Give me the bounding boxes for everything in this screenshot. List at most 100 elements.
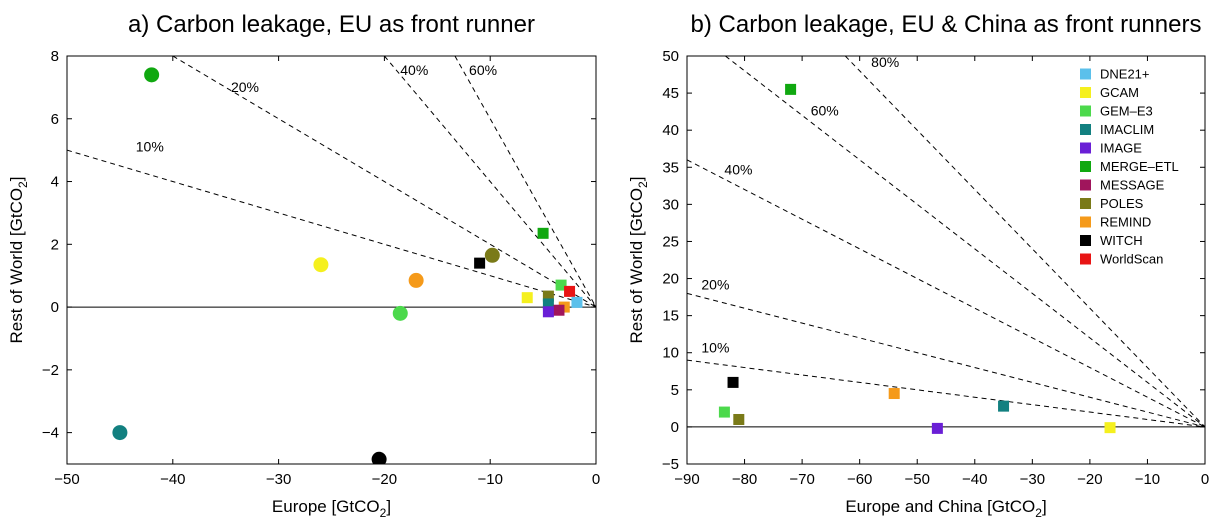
legend-swatch bbox=[1080, 216, 1091, 228]
y-axis-label-end: ] bbox=[627, 177, 646, 182]
leakage-line bbox=[687, 359, 1205, 428]
legend-swatch bbox=[1080, 105, 1091, 117]
y-tick-label: 45 bbox=[662, 85, 679, 102]
plot-frame bbox=[66, 55, 597, 465]
legend-entry-label: GEM–E3 bbox=[1100, 104, 1153, 119]
legend-entry-label: IMAGE bbox=[1100, 141, 1142, 156]
data-points bbox=[112, 67, 583, 464]
x-tick-label: −50 bbox=[54, 471, 79, 488]
data-point-circle bbox=[371, 451, 387, 464]
legend-entry-label: MERGE–ETL bbox=[1100, 159, 1179, 174]
x-tick-label: −50 bbox=[904, 471, 929, 488]
data-point-square bbox=[998, 400, 1010, 412]
leakage-line-label: 20% bbox=[231, 79, 259, 95]
legend-swatch bbox=[1080, 87, 1091, 98]
x-tick-label: −60 bbox=[847, 471, 872, 488]
leakage-line bbox=[725, 56, 1205, 428]
legend-swatch bbox=[1080, 198, 1091, 209]
legend-entry-label: IMACLIM bbox=[1100, 122, 1154, 137]
data-point-square bbox=[542, 290, 554, 302]
y-tick-label: 8 bbox=[51, 48, 59, 65]
y-tick-label: 25 bbox=[662, 233, 679, 250]
data-points bbox=[718, 83, 1116, 434]
x-axis-label-sub: 2 bbox=[1035, 506, 1042, 520]
x-axis-label-sub: 2 bbox=[380, 506, 387, 520]
leakage-line-label: 80% bbox=[871, 54, 899, 70]
y-axis-label: Rest of World [GtCO2] bbox=[627, 177, 650, 344]
y-axis-label-sub: 2 bbox=[16, 181, 30, 188]
data-point-square bbox=[571, 296, 583, 308]
data-point-circle bbox=[144, 67, 160, 83]
data-point-square bbox=[542, 306, 554, 318]
leakage-line-label: 40% bbox=[400, 62, 428, 78]
chart-title: b) Carbon leakage, EU & China as front r… bbox=[691, 11, 1202, 38]
data-point-square bbox=[785, 83, 797, 95]
legend-entry-label: MESSAGE bbox=[1100, 178, 1165, 193]
x-axis-label-end: ] bbox=[1042, 497, 1047, 516]
leakage-line bbox=[67, 149, 596, 308]
x-axis-label: Europe and China [GtCO2] bbox=[845, 497, 1046, 520]
leakage-line bbox=[687, 292, 1205, 428]
y-tick-label: 2 bbox=[51, 236, 59, 253]
data-point-square bbox=[521, 292, 533, 304]
data-point-square bbox=[564, 285, 576, 297]
y-axis-label-main: Rest of World [GtCO bbox=[627, 188, 646, 344]
leakage-line-label: 60% bbox=[469, 62, 497, 78]
data-point-square bbox=[727, 376, 739, 388]
y-tick-label: 35 bbox=[662, 159, 679, 176]
x-tick-label: −90 bbox=[674, 471, 699, 488]
data-point-circle bbox=[408, 272, 424, 288]
data-point-square bbox=[733, 413, 745, 425]
y-tick-label: 0 bbox=[671, 419, 679, 436]
leakage-line-label: 10% bbox=[136, 139, 164, 155]
y-axis-label-main: Rest of World [GtCO bbox=[7, 188, 26, 344]
y-tick-label: 4 bbox=[51, 174, 59, 191]
plot-frame bbox=[686, 55, 1206, 465]
leakage-line bbox=[454, 56, 596, 308]
data-point-circle bbox=[392, 305, 408, 321]
chart-title: a) Carbon leakage, EU as front runner bbox=[128, 11, 535, 38]
leakage-line bbox=[384, 56, 596, 308]
legend-swatch bbox=[1080, 68, 1091, 80]
data-point-square bbox=[542, 298, 554, 310]
x-tick-label: −30 bbox=[1020, 471, 1045, 488]
x-tick-label: −70 bbox=[789, 471, 814, 488]
data-point-square bbox=[474, 257, 486, 269]
legend-entry-label: WorldScan bbox=[1100, 252, 1163, 267]
y-tick-label: 30 bbox=[662, 196, 679, 213]
leakage-lines bbox=[687, 56, 1205, 428]
y-tick-label: −5 bbox=[662, 456, 679, 473]
data-point-square bbox=[888, 388, 900, 400]
leakage-lines bbox=[67, 56, 596, 308]
leakage-line bbox=[687, 159, 1205, 428]
legend-swatch bbox=[1080, 179, 1091, 191]
x-tick-label: −10 bbox=[1135, 471, 1160, 488]
y-tick-label: 5 bbox=[671, 382, 679, 399]
legend-entry-label: DNE21+ bbox=[1100, 67, 1150, 82]
panel-b: b) Carbon leakage, EU & China as front r… bbox=[627, 11, 1209, 520]
x-tick-label: −20 bbox=[1077, 471, 1102, 488]
x-tick-label: −10 bbox=[477, 471, 502, 488]
data-point-circle bbox=[484, 247, 500, 263]
y-tick-label: 6 bbox=[51, 111, 59, 128]
x-tick-label: 0 bbox=[592, 471, 600, 488]
y-tick-label: 15 bbox=[662, 308, 679, 325]
legend-entry-label: REMIND bbox=[1100, 215, 1151, 230]
legend-swatch bbox=[1080, 253, 1091, 265]
y-axis-label-end: ] bbox=[7, 177, 26, 182]
legend: DNE21+ GCAM GEM–E3 IMACLIM IMAGE MERGE–ETL MES… bbox=[1080, 67, 1179, 267]
x-tick-label: −40 bbox=[962, 471, 987, 488]
x-tick-label: −30 bbox=[266, 471, 291, 488]
legend-entry-label: GCAM bbox=[1100, 85, 1139, 100]
data-point-circle bbox=[112, 425, 128, 441]
y-tick-label: 50 bbox=[662, 48, 679, 65]
leakage-line bbox=[172, 56, 596, 308]
legend-swatch bbox=[1080, 142, 1091, 154]
legend-entry-label: POLES bbox=[1100, 196, 1144, 211]
data-point-square bbox=[553, 304, 565, 316]
y-axis-label-sub: 2 bbox=[636, 181, 650, 188]
leakage-line-label: 20% bbox=[701, 277, 729, 293]
legend-swatch bbox=[1080, 161, 1091, 172]
